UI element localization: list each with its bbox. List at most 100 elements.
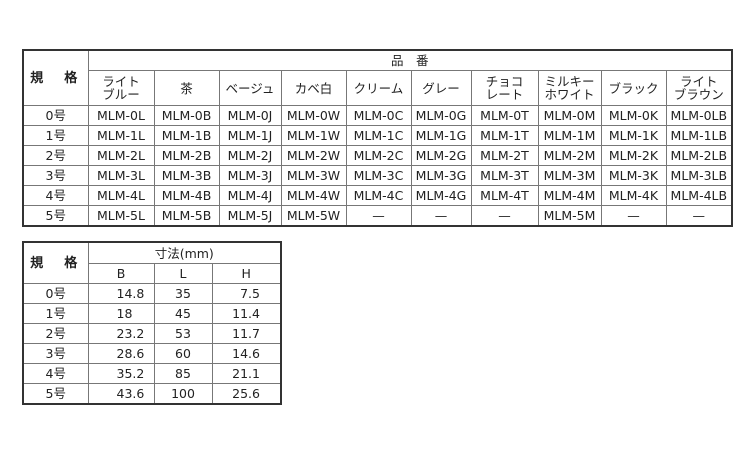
dimension-value-cell: 35.2: [87, 363, 155, 384]
size-cell: 0号: [22, 283, 89, 304]
table-row: 5号 43.6 100 25.6: [22, 383, 282, 405]
dimension-value-cell: 11.7: [211, 323, 282, 344]
size-cell: 4号: [22, 363, 89, 384]
table-row: 4号 35.2 85 21.1: [22, 363, 282, 384]
product-code-cell: MLM-3K: [600, 165, 667, 186]
table-row: 1号 MLM-1L MLM-1B MLM-1J MLM-1W MLM-1C MLM-1G ML…: [22, 125, 733, 146]
product-code-cell: MLM-1B: [153, 125, 220, 146]
spec-header: 規 格: [22, 49, 89, 106]
table-row: 3号 28.6 60 14.6: [22, 343, 282, 364]
color-header: カベ白: [280, 70, 347, 106]
product-code-cell: MLM-1W: [280, 125, 347, 146]
size-cell: 5号: [22, 205, 89, 227]
size-cell: 1号: [22, 303, 89, 324]
dimension-value-cell: 43.6: [87, 383, 155, 405]
product-code-cell: MLM-2K: [600, 145, 667, 166]
product-code-cell: MLM-0LB: [665, 105, 733, 126]
product-code-cell: MLM-2J: [218, 145, 282, 166]
product-code-cell: MLM-1L: [87, 125, 155, 146]
dimension-column-header: L: [153, 263, 213, 284]
dimension-value-cell: 14.8: [87, 283, 155, 304]
color-header: ライト ブルー: [87, 70, 155, 106]
dimension-value-cell: 45: [153, 303, 213, 324]
dimension-value-cell: 100: [153, 383, 213, 405]
color-header: ブラック: [600, 70, 667, 106]
product-number-table: 規 格 品 番 ライト ブルー茶ベージュ カベ白 クリーム グレー チョコ レート ミルキ…: [22, 49, 734, 227]
product-code-cell: MLM-4M: [537, 185, 602, 206]
product-code-cell: MLM-4L: [87, 185, 155, 206]
product-code-cell: MLM-3G: [410, 165, 472, 186]
table-row: 3号 MLM-3L MLM-3B MLM-3J MLM-3W MLM-3C MLM-3G ML…: [22, 165, 733, 186]
product-code-cell: —: [665, 205, 733, 227]
color-header: ベージュ: [218, 70, 282, 106]
product-code-cell: MLM-0K: [600, 105, 667, 126]
product-code-cell: MLM-0J: [218, 105, 282, 126]
product-code-cell: MLM-4LB: [665, 185, 733, 206]
product-code-cell: MLM-4K: [600, 185, 667, 206]
dimension-value-cell: 28.6: [87, 343, 155, 364]
product-code-cell: MLM-2C: [345, 145, 412, 166]
dimension-value-cell: 60: [153, 343, 213, 364]
table-row: 2号 MLM-2L MLM-2B MLM-2J MLM-2W MLM-2C MLM-2G ML…: [22, 145, 733, 166]
product-code-cell: MLM-0C: [345, 105, 412, 126]
product-code-cell: —: [600, 205, 667, 227]
product-code-cell: MLM-2B: [153, 145, 220, 166]
product-code-cell: —: [470, 205, 539, 227]
product-code-cell: MLM-5J: [218, 205, 282, 227]
size-cell: 3号: [22, 343, 89, 364]
product-code-cell: MLM-2T: [470, 145, 539, 166]
table-row: 2号 23.2 53 11.7: [22, 323, 282, 344]
size-cell: 5号: [22, 383, 89, 405]
product-code-cell: MLM-5B: [153, 205, 220, 227]
table-row: 1号 18 45 11.4: [22, 303, 282, 324]
table-row: 4号 MLM-4L MLM-4B MLM-4J MLM-4W MLM-4C MLM-4G ML…: [22, 185, 733, 206]
size-cell: 2号: [22, 145, 89, 166]
dimension-value-cell: 14.6: [211, 343, 282, 364]
product-code-cell: MLM-3T: [470, 165, 539, 186]
dimension-value-cell: 35: [153, 283, 213, 304]
product-code-cell: MLM-5W: [280, 205, 347, 227]
product-code-cell: MLM-0W: [280, 105, 347, 126]
table-row: 5号 MLM-5L MLM-5B MLM-5J MLM-5W — — — MLM-5M — —: [22, 205, 733, 227]
product-code-cell: MLM-1C: [345, 125, 412, 146]
dimension-value-cell: 23.2: [87, 323, 155, 344]
dimension-value-cell: 7.5: [211, 283, 282, 304]
size-cell: 4号: [22, 185, 89, 206]
product-code-cell: MLM-4C: [345, 185, 412, 206]
color-header: 茶: [153, 70, 220, 106]
product-code-cell: MLM-0T: [470, 105, 539, 126]
dimension-value-cell: 85: [153, 363, 213, 384]
product-code-cell: MLM-1M: [537, 125, 602, 146]
product-code-cell: MLM-4J: [218, 185, 282, 206]
product-code-cell: MLM-2L: [87, 145, 155, 166]
product-code-cell: MLM-1G: [410, 125, 472, 146]
product-code-cell: MLM-4T: [470, 185, 539, 206]
product-code-cell: MLM-3LB: [665, 165, 733, 186]
dimension-value-cell: 18: [87, 303, 155, 324]
product-code-cell: MLM-0B: [153, 105, 220, 126]
size-cell: 3号: [22, 165, 89, 186]
product-code-cell: MLM-1K: [600, 125, 667, 146]
product-code-cell: MLM-5M: [537, 205, 602, 227]
dimension-value-cell: 53: [153, 323, 213, 344]
product-code-cell: MLM-3C: [345, 165, 412, 186]
product-code-cell: MLM-4G: [410, 185, 472, 206]
product-code-cell: MLM-3J: [218, 165, 282, 186]
dimension-value-cell: 11.4: [211, 303, 282, 324]
color-header: グレー: [410, 70, 472, 106]
product-code-cell: MLM-5L: [87, 205, 155, 227]
product-code-cell: —: [345, 205, 412, 227]
product-code-cell: MLM-0L: [87, 105, 155, 126]
size-cell: 1号: [22, 125, 89, 146]
product-code-cell: MLM-4W: [280, 185, 347, 206]
product-code-cell: MLM-3L: [87, 165, 155, 186]
size-cell: 0号: [22, 105, 89, 126]
product-code-cell: MLM-1T: [470, 125, 539, 146]
dimension-value-cell: 25.6: [211, 383, 282, 405]
color-header: ライト ブラウン: [665, 70, 733, 106]
dimension-value-cell: 21.1: [211, 363, 282, 384]
color-header: クリーム: [345, 70, 412, 106]
product-code-cell: MLM-3B: [153, 165, 220, 186]
product-code-cell: MLM-1LB: [665, 125, 733, 146]
